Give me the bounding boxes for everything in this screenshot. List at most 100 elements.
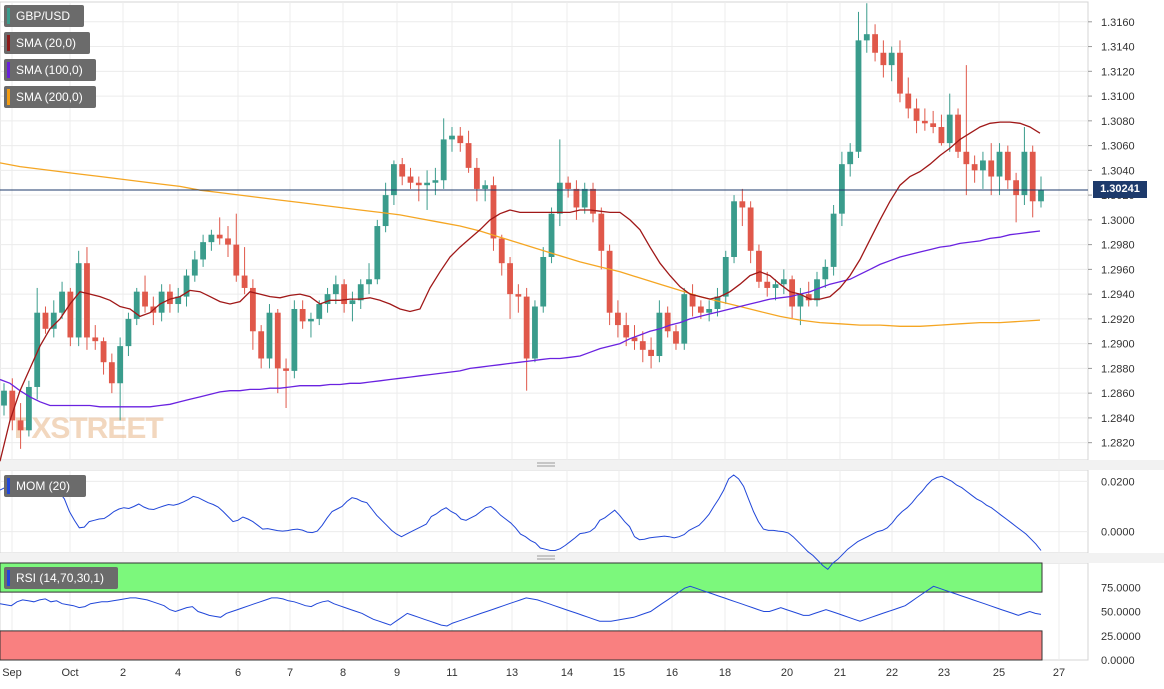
mom-swatch [7, 478, 10, 494]
candle-body [357, 284, 364, 301]
x-tick-label: 23 [938, 667, 950, 679]
candle-body [1004, 151, 1011, 181]
candle-body [399, 164, 406, 177]
mom-label[interactable]: MOM (20) [4, 475, 86, 497]
candle-body [888, 52, 895, 66]
sma200-line [0, 162, 1041, 327]
candle-body [955, 114, 961, 152]
x-tick-label: 4 [175, 667, 181, 679]
candle-body [125, 318, 132, 347]
y-tick-label: 1.2940 [1101, 289, 1135, 301]
sma100-line [0, 230, 1041, 408]
rsi-tick-label: 50.0000 [1101, 607, 1141, 619]
candle-body [473, 167, 480, 189]
y-tick-label: 1.2840 [1101, 413, 1135, 425]
candle-body [714, 296, 721, 309]
candle-body [25, 386, 32, 431]
y-tick-label: 1.3100 [1101, 91, 1135, 103]
candle-body [158, 291, 165, 313]
y-tick-label: 1.3160 [1101, 17, 1135, 29]
candle-body [590, 188, 596, 214]
candle-body [415, 182, 422, 186]
legend-sma200[interactable]: SMA (200,0) [4, 86, 96, 108]
candle-body [772, 284, 779, 288]
candle-body [9, 390, 16, 421]
legend-label-gbpusd: GBP/USD [16, 9, 71, 23]
candle-body [100, 341, 107, 363]
candle-body [855, 40, 862, 152]
y-tick-label: 1.2860 [1101, 388, 1135, 400]
candle-body [731, 201, 737, 257]
rsi-tick-label: 0.0000 [1101, 655, 1135, 667]
x-tick-label: 8 [340, 667, 346, 679]
candle-body [490, 185, 497, 239]
candle-body [830, 213, 837, 267]
candle-body [374, 226, 381, 280]
rsi-swatch [7, 570, 10, 586]
candle-body [548, 213, 555, 257]
candle-body [465, 143, 472, 168]
candle-body [814, 279, 820, 301]
candle-body [432, 180, 439, 183]
candle-body [440, 139, 447, 181]
candle-body [391, 164, 397, 196]
candle-body [639, 341, 646, 350]
x-tick-label: 9 [394, 667, 400, 679]
candle-body [722, 256, 729, 297]
x-tick-label: 22 [886, 667, 898, 679]
x-tick-label: 2 [120, 667, 126, 679]
candle-body [673, 331, 679, 344]
candle-body [805, 294, 812, 301]
candle-body [50, 312, 57, 329]
candle-body [249, 287, 256, 332]
candle-body [996, 151, 1003, 177]
candle-body [424, 182, 430, 186]
candle-body [971, 164, 978, 171]
legend-swatch-sma200 [7, 89, 10, 105]
panel-frame-1 [0, 469, 1089, 554]
x-tick-label: 16 [666, 667, 678, 679]
candle-body [382, 195, 389, 227]
candle-body [225, 238, 231, 245]
candle-body [258, 331, 265, 359]
y-tick-label: 1.3040 [1101, 165, 1135, 177]
candle-body [897, 52, 903, 94]
y-tick-label: 1.2960 [1101, 264, 1135, 276]
candle-body [1029, 151, 1036, 202]
x-tick-label: 7 [287, 667, 293, 679]
candle-body [208, 234, 215, 243]
legend-gbpusd[interactable]: GBP/USD [4, 5, 84, 27]
rsi-label[interactable]: RSI (14,70,30,1) [4, 567, 118, 589]
legend-sma20[interactable]: SMA (20,0) [4, 32, 90, 54]
candle-body [747, 207, 754, 251]
watermark: FXSTREET [14, 412, 163, 445]
legend-label-sma20: SMA (20,0) [16, 36, 77, 50]
mom-tick-label: 0.0000 [1101, 527, 1135, 539]
candle-body [623, 325, 630, 338]
mom-tick-label: 0.0200 [1101, 476, 1135, 488]
x-tick-label: Sep [2, 667, 22, 679]
candle-body [92, 337, 99, 342]
legend-sma100[interactable]: SMA (100,0) [4, 59, 96, 81]
candle-body [565, 182, 572, 189]
legend-swatch-sma100 [7, 62, 10, 78]
candle-body [573, 188, 580, 208]
candle-body [880, 52, 887, 66]
x-tick-label: 20 [781, 667, 793, 679]
candle-body [366, 279, 372, 285]
candle-body [274, 312, 281, 369]
candle-body [946, 114, 953, 144]
x-tick-label: 18 [719, 667, 731, 679]
candle-body [457, 135, 464, 144]
y-tick-label: 1.2900 [1101, 339, 1135, 351]
rsi-line [0, 585, 1042, 627]
candle-body [822, 266, 829, 280]
y-tick-label: 1.2880 [1101, 363, 1135, 375]
panel-separator [0, 553, 1164, 563]
x-tick-label: 6 [235, 667, 241, 679]
candle-body [108, 362, 115, 384]
candle-body [175, 296, 182, 305]
candle-body [689, 294, 696, 307]
